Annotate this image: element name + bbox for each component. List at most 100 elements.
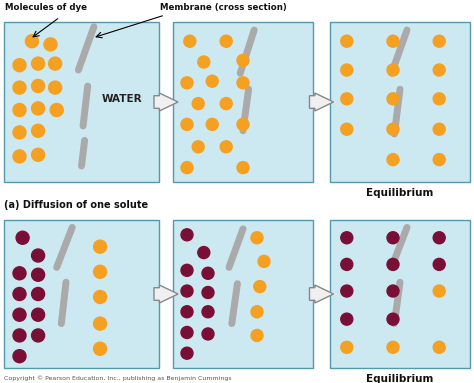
Circle shape [254, 281, 266, 293]
Circle shape [387, 93, 399, 105]
Polygon shape [154, 285, 178, 303]
Circle shape [198, 56, 210, 68]
Circle shape [220, 35, 232, 47]
Circle shape [202, 306, 214, 318]
Circle shape [13, 126, 26, 139]
Text: Copyright © Pearson Education, Inc., publishing as Benjamin Cummings: Copyright © Pearson Education, Inc., pub… [4, 375, 232, 381]
Circle shape [49, 81, 62, 94]
Circle shape [13, 150, 26, 163]
Circle shape [32, 249, 45, 262]
Circle shape [49, 57, 62, 70]
Circle shape [32, 308, 45, 321]
Circle shape [202, 286, 214, 298]
Polygon shape [310, 285, 334, 303]
Circle shape [202, 267, 214, 279]
Circle shape [181, 118, 193, 130]
Circle shape [44, 38, 57, 51]
Circle shape [341, 259, 353, 270]
Circle shape [13, 288, 26, 301]
Circle shape [206, 118, 218, 130]
Circle shape [32, 57, 45, 70]
Bar [330, 22, 470, 182]
Circle shape [433, 35, 445, 47]
Circle shape [387, 285, 399, 297]
Circle shape [237, 162, 249, 173]
Circle shape [341, 35, 353, 47]
Circle shape [341, 313, 353, 325]
Circle shape [32, 329, 45, 342]
Circle shape [181, 306, 193, 318]
Circle shape [433, 259, 445, 270]
Circle shape [181, 326, 193, 339]
Circle shape [93, 290, 107, 303]
Circle shape [387, 232, 399, 244]
Bar [330, 220, 470, 368]
Circle shape [93, 342, 107, 355]
Circle shape [181, 347, 193, 359]
Circle shape [433, 123, 445, 135]
Circle shape [198, 247, 210, 259]
Circle shape [433, 64, 445, 76]
Circle shape [341, 64, 353, 76]
Circle shape [181, 162, 193, 173]
Circle shape [433, 285, 445, 297]
Circle shape [251, 306, 263, 318]
Circle shape [251, 232, 263, 244]
Circle shape [26, 35, 38, 48]
Circle shape [341, 123, 353, 135]
Circle shape [387, 35, 399, 47]
Circle shape [387, 313, 399, 325]
Circle shape [387, 154, 399, 165]
Circle shape [13, 267, 26, 280]
Circle shape [387, 259, 399, 270]
Bar [173, 22, 313, 182]
Circle shape [13, 59, 26, 72]
Circle shape [93, 265, 107, 278]
Circle shape [258, 255, 270, 267]
Circle shape [433, 341, 445, 353]
Polygon shape [310, 93, 334, 111]
Circle shape [13, 103, 26, 116]
Bar [4, 220, 159, 368]
Circle shape [341, 285, 353, 297]
Circle shape [181, 285, 193, 297]
Circle shape [206, 75, 218, 87]
Circle shape [433, 232, 445, 244]
Circle shape [341, 93, 353, 105]
Circle shape [32, 124, 45, 137]
Circle shape [13, 308, 26, 321]
Circle shape [16, 231, 29, 244]
Circle shape [181, 229, 193, 241]
Circle shape [13, 350, 26, 363]
Circle shape [220, 98, 232, 110]
Circle shape [192, 98, 204, 110]
Circle shape [237, 118, 249, 130]
Circle shape [13, 81, 26, 94]
Circle shape [32, 288, 45, 301]
Circle shape [237, 54, 249, 66]
Circle shape [237, 77, 249, 89]
Text: WATER: WATER [101, 94, 142, 104]
Text: Equilibrium: Equilibrium [366, 188, 434, 198]
Text: (a) Diffusion of one solute: (a) Diffusion of one solute [4, 200, 148, 210]
Text: Equilibrium: Equilibrium [366, 374, 434, 383]
Circle shape [32, 148, 45, 161]
Circle shape [387, 341, 399, 353]
Circle shape [32, 268, 45, 281]
Bar [173, 220, 313, 368]
Circle shape [192, 141, 204, 153]
Circle shape [202, 328, 214, 340]
Circle shape [341, 341, 353, 353]
Circle shape [220, 141, 232, 153]
Circle shape [181, 264, 193, 276]
Circle shape [93, 317, 107, 330]
Circle shape [251, 329, 263, 341]
Circle shape [184, 35, 196, 47]
Circle shape [341, 232, 353, 244]
Circle shape [181, 77, 193, 89]
Circle shape [50, 103, 63, 116]
Bar [4, 22, 159, 182]
Text: Molecules of dye: Molecules of dye [5, 3, 87, 12]
Circle shape [13, 329, 26, 342]
Circle shape [387, 64, 399, 76]
